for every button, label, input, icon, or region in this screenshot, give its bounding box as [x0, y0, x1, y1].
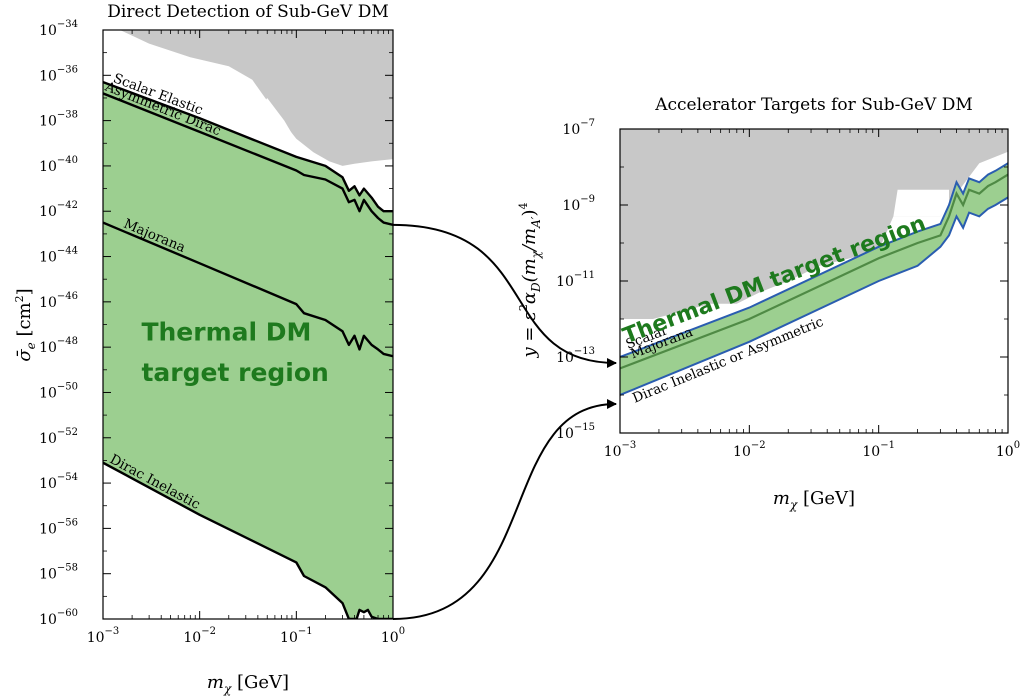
left-y-tick-label: 10−48	[39, 336, 78, 356]
right-y-tick-label: 10−7	[562, 118, 595, 138]
right-gap-region	[893, 189, 949, 217]
left-y-tick-label: 10−44	[39, 246, 78, 266]
right-y-tick-label: 10−11	[556, 270, 595, 290]
connector-arrow-bottom	[392, 399, 617, 620]
right-x-axis-label: mχ [GeV]	[773, 488, 855, 512]
right-thermal-target-band	[620, 163, 1008, 395]
left-y-tick-label: 10−36	[39, 64, 78, 84]
left-x-tick-label: 10−2	[183, 626, 216, 646]
left-series-line-dirac-inelastic	[103, 461, 393, 619]
left-x-axis-label: mχ [GeV]	[207, 672, 289, 696]
left-x-tick-label: 100	[381, 626, 405, 646]
right-series-line-dirac-inelastic-or-asymmetric	[620, 196, 1008, 396]
left-chart-title: Direct Detection of Sub-GeV DM	[107, 2, 388, 22]
right-series-line-majorana	[620, 173, 1008, 370]
left-y-tick-label: 10−50	[39, 381, 78, 401]
left-y-tick-label: 10−60	[39, 608, 78, 628]
left-y-tick-label: 10−58	[39, 563, 78, 583]
left-y-tick-label: 10−34	[39, 19, 78, 39]
left-y-axis-label: σ̄e [cm2]	[13, 288, 38, 361]
left-series-line-majorana	[103, 221, 393, 358]
left-x-tick-label: 10−1	[280, 626, 313, 646]
left-series-line-scalar-elastic	[103, 80, 393, 213]
left-y-tick-label: 10−54	[39, 472, 78, 492]
left-gap-region	[245, 98, 297, 157]
left-y-tick-label: 10−46	[39, 291, 78, 311]
connector-arrow-top	[392, 223, 617, 368]
right-chart-title: Accelerator Targets for Sub-GeV DM	[654, 95, 973, 115]
left-series-line-asymmetric-dirac	[103, 92, 393, 226]
left-excluded-region	[120, 30, 393, 166]
right-y-axis-label: y = ε2αD(mχ/mA′)4	[517, 202, 543, 358]
right-excluded-region	[620, 129, 1008, 319]
connector-arrows	[392, 223, 617, 620]
right-x-tick-label: 10−1	[862, 440, 895, 460]
right-series-line-scalar	[620, 162, 1008, 358]
left-chart: Thermal DM target region 10−3 10−2 10−1 100 1…	[13, 2, 405, 696]
left-y-tick-label: 10−56	[39, 517, 78, 537]
left-y-tick-label: 10−42	[39, 200, 78, 220]
left-x-tick-label: 10−3	[87, 626, 120, 646]
right-y-tick-label: 10−9	[562, 194, 595, 214]
right-x-tick-label: 10−2	[733, 440, 766, 460]
left-y-tick-label: 10−40	[39, 155, 78, 175]
left-y-tick-label: 10−52	[39, 427, 78, 447]
right-x-tick-label: 100	[996, 440, 1020, 460]
left-region-label-2: target region	[141, 358, 328, 387]
left-region-label-1: Thermal DM	[141, 317, 311, 346]
right-chart: 10−3 10−2 10−1 10010−1510−1310−1110−910−7Sc…	[517, 95, 1020, 512]
right-y-tick-label: 10−15	[556, 422, 595, 442]
left-thermal-target-region	[103, 82, 393, 619]
right-x-tick-label: 10−3	[604, 440, 637, 460]
left-y-tick-label: 10−38	[39, 110, 78, 130]
